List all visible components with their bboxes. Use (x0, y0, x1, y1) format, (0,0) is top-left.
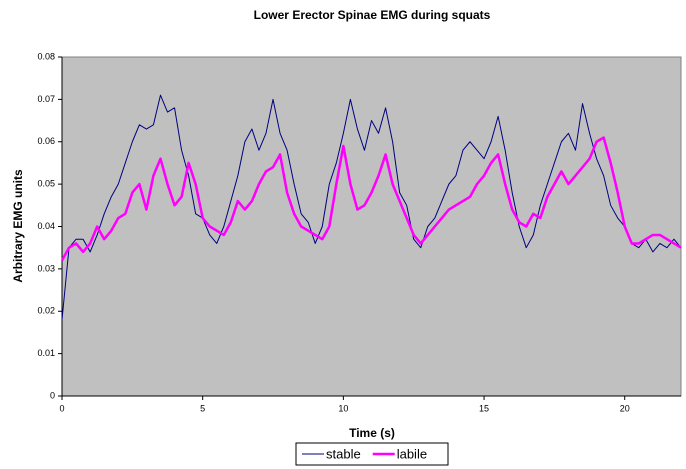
y-axis-label: Arbitrary EMG units (11, 169, 25, 283)
x-tick-label: 15 (479, 403, 489, 413)
chart-title: Lower Erector Spinae EMG during squats (254, 8, 491, 22)
legend-box (295, 442, 449, 466)
x-tick-label: 5 (200, 403, 205, 413)
y-tick-label: 0.08 (37, 51, 55, 61)
y-tick-label: 0.02 (37, 306, 55, 316)
series-line (61, 94, 682, 320)
y-tick-label: 0.06 (37, 136, 55, 146)
y-tick-label: 0.05 (37, 179, 55, 189)
x-tick-label: 20 (620, 403, 630, 413)
y-tick-label: 0.04 (37, 221, 55, 231)
series-line (60, 136, 682, 262)
y-tick-label: 0.03 (37, 263, 55, 273)
x-tick-label: 0 (59, 403, 64, 413)
legend-label: labile (397, 446, 427, 461)
x-axis-label: Time (s) (349, 426, 395, 440)
legend-label: stable (326, 446, 361, 461)
y-tick-label: 0 (50, 390, 55, 400)
plot-area (61, 56, 682, 397)
y-tick-label: 0.07 (37, 94, 55, 104)
x-tick-label: 10 (338, 403, 348, 413)
y-tick-label: 0.01 (37, 348, 55, 358)
